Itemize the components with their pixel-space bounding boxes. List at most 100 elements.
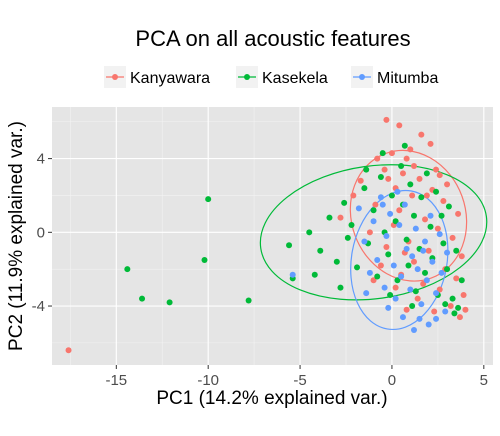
point-kasekela bbox=[450, 296, 456, 302]
point-mitumba bbox=[367, 270, 373, 276]
point-kanyawara bbox=[431, 309, 437, 315]
point-kanyawara bbox=[396, 207, 402, 213]
point-kasekela bbox=[433, 189, 439, 195]
point-kasekela bbox=[422, 270, 428, 276]
point-mitumba bbox=[391, 262, 397, 268]
point-kanyawara bbox=[372, 202, 378, 208]
point-kasekela bbox=[405, 262, 411, 268]
point-kanyawara bbox=[407, 146, 413, 152]
point-mitumba bbox=[426, 321, 432, 327]
point-mitumba bbox=[380, 202, 386, 208]
point-kasekela bbox=[444, 266, 450, 272]
point-kanyawara bbox=[418, 132, 424, 138]
point-kasekela bbox=[428, 224, 434, 230]
point-kanyawara bbox=[455, 211, 461, 217]
point-mitumba bbox=[439, 270, 445, 276]
point-kanyawara bbox=[440, 198, 446, 204]
point-kasekela bbox=[205, 196, 211, 202]
point-mitumba bbox=[371, 218, 377, 224]
point-kanyawara bbox=[411, 163, 417, 169]
point-kasekela bbox=[363, 167, 369, 173]
point-kasekela bbox=[442, 301, 448, 307]
point-kasekela bbox=[167, 299, 173, 305]
point-mitumba bbox=[424, 277, 430, 283]
point-mitumba bbox=[383, 233, 389, 239]
point-kanyawara bbox=[459, 253, 465, 259]
point-kasekela bbox=[334, 259, 340, 265]
point-mitumba bbox=[407, 286, 413, 292]
point-kasekela bbox=[312, 272, 318, 278]
point-kasekela bbox=[378, 174, 384, 180]
x-tick-label: -5 bbox=[293, 372, 306, 389]
point-kanyawara bbox=[378, 262, 384, 268]
point-mitumba bbox=[422, 239, 428, 245]
point-mitumba bbox=[385, 305, 391, 311]
point-kanyawara bbox=[389, 150, 395, 156]
point-kanyawara bbox=[382, 167, 388, 173]
legend-point-kanyawara bbox=[112, 74, 118, 80]
point-kasekela bbox=[371, 207, 377, 213]
point-kasekela bbox=[440, 240, 446, 246]
point-mitumba bbox=[409, 253, 415, 259]
point-mitumba bbox=[387, 211, 393, 217]
point-kasekela bbox=[404, 237, 410, 243]
point-kanyawara bbox=[462, 307, 468, 313]
x-axis-title: PC1 (14.2% explained var.) bbox=[156, 388, 387, 409]
point-kasekela bbox=[374, 274, 380, 280]
point-kanyawara bbox=[461, 292, 467, 298]
point-kasekela bbox=[453, 248, 459, 254]
point-mitumba bbox=[374, 257, 380, 263]
point-kanyawara bbox=[444, 181, 450, 187]
point-kanyawara bbox=[433, 167, 439, 173]
point-mitumba bbox=[378, 194, 384, 200]
point-kasekela bbox=[286, 242, 292, 248]
point-kanyawara bbox=[422, 216, 428, 222]
point-kasekela bbox=[124, 266, 130, 272]
point-mitumba bbox=[400, 314, 406, 320]
point-mitumba bbox=[418, 301, 424, 307]
point-mitumba bbox=[402, 202, 408, 208]
x-tick-label: 5 bbox=[480, 372, 488, 389]
x-tick-label: -10 bbox=[197, 372, 219, 389]
point-kanyawara bbox=[385, 176, 391, 182]
point-kasekela bbox=[317, 248, 323, 254]
chart-title: PCA on all acoustic features bbox=[135, 26, 410, 51]
point-kanyawara bbox=[428, 141, 434, 147]
legend-label-kasekela: Kasekela bbox=[262, 70, 328, 87]
point-kanyawara bbox=[435, 226, 441, 232]
point-kasekela bbox=[411, 213, 417, 219]
point-kasekela bbox=[306, 229, 312, 235]
point-mitumba bbox=[428, 213, 434, 219]
point-kasekela bbox=[354, 264, 360, 270]
point-kanyawara bbox=[404, 156, 410, 162]
y-tick-label: -4 bbox=[32, 298, 45, 315]
point-mitumba bbox=[437, 231, 443, 237]
point-kasekela bbox=[380, 150, 386, 156]
point-kasekela bbox=[455, 305, 461, 311]
point-kanyawara bbox=[409, 192, 415, 198]
point-kasekela bbox=[402, 143, 408, 149]
point-mitumba bbox=[433, 316, 439, 322]
point-mitumba bbox=[393, 296, 399, 302]
point-kasekela bbox=[385, 251, 391, 257]
point-kasekela bbox=[246, 298, 252, 304]
legend-point-mitumba bbox=[359, 74, 365, 80]
legend-label-kanyawara: Kanyawara bbox=[130, 70, 210, 87]
point-kanyawara bbox=[393, 285, 399, 291]
point-kasekela bbox=[387, 292, 393, 298]
point-kasekela bbox=[451, 310, 457, 316]
point-mitumba bbox=[404, 246, 410, 252]
point-mitumba bbox=[396, 222, 402, 228]
point-mitumba bbox=[415, 266, 421, 272]
point-kasekela bbox=[446, 204, 452, 210]
point-kasekela bbox=[345, 235, 351, 241]
point-kanyawara bbox=[358, 178, 364, 184]
point-kanyawara bbox=[404, 307, 410, 313]
legend-point-kasekela bbox=[244, 74, 250, 80]
point-kasekela bbox=[407, 181, 413, 187]
point-kanyawara bbox=[374, 156, 380, 162]
point-kanyawara bbox=[417, 176, 423, 182]
point-kanyawara bbox=[424, 192, 430, 198]
point-kasekela bbox=[341, 200, 347, 206]
